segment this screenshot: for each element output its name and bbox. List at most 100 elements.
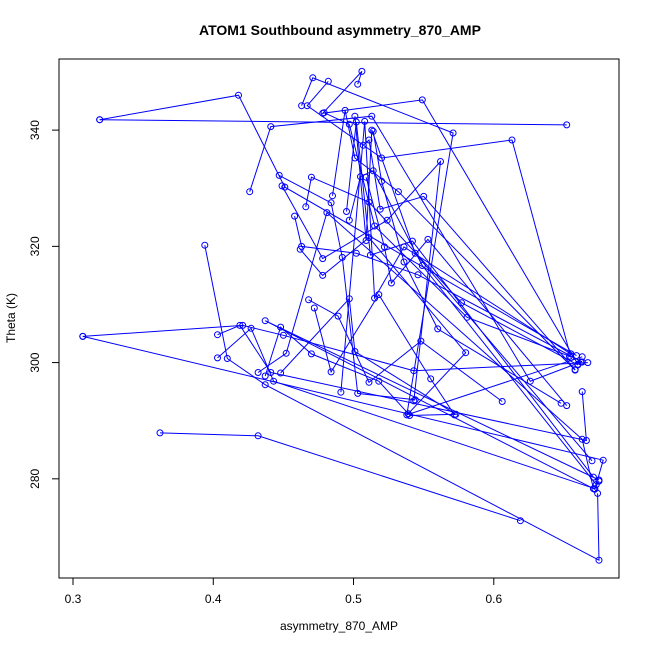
data-point — [254, 369, 262, 376]
data-point — [365, 136, 373, 144]
y-axis-label: Theta (K) — [4, 293, 18, 343]
data-point — [394, 188, 402, 196]
data-point — [345, 120, 353, 128]
data-point — [418, 96, 426, 104]
data-point — [563, 121, 571, 129]
data-point — [345, 216, 353, 224]
series-s31 — [369, 127, 565, 407]
data-point — [291, 212, 299, 220]
data-point — [341, 106, 349, 114]
series-s9 — [214, 321, 590, 444]
data-point — [434, 325, 442, 333]
data-point — [362, 237, 370, 244]
series-line-s14 — [264, 326, 409, 415]
data-point — [368, 112, 376, 120]
chart-title: ATOM1 Southbound asymmetry_870_AMP — [199, 22, 481, 38]
series-layer — [79, 67, 607, 564]
data-point — [369, 127, 377, 135]
data-point — [246, 188, 254, 196]
series-s11 — [201, 241, 603, 564]
data-point — [449, 129, 457, 137]
data-point — [309, 74, 317, 82]
data-point — [270, 377, 278, 385]
data-point — [410, 397, 418, 405]
series-line-s29 — [362, 139, 576, 370]
data-point — [278, 182, 286, 190]
data-point — [424, 235, 432, 243]
data-point — [368, 126, 376, 134]
series-line-s28 — [354, 116, 593, 462]
series-line-s23 — [323, 112, 570, 357]
data-point — [508, 136, 516, 144]
y-tick-label-1: 300 — [28, 352, 42, 372]
series-s29 — [359, 136, 579, 374]
data-point — [420, 192, 428, 200]
data-point — [338, 253, 346, 261]
data-point — [277, 369, 285, 377]
series-line-s17 — [308, 299, 503, 402]
data-point — [324, 77, 332, 85]
series-s13 — [254, 209, 597, 493]
data-point — [427, 375, 435, 383]
data-point — [387, 279, 395, 287]
data-point — [404, 410, 412, 418]
x-axis-label: asymmetry_870_AMP — [280, 619, 398, 633]
data-point — [79, 332, 87, 340]
data-point — [327, 199, 335, 207]
data-point — [411, 396, 419, 404]
data-point — [380, 243, 388, 251]
data-point — [327, 368, 335, 376]
data-point — [437, 158, 444, 165]
x-tick-label-1: 0.4 — [205, 592, 222, 606]
series-line-s9 — [217, 324, 587, 442]
series-line-s24 — [332, 110, 576, 371]
data-point — [400, 258, 408, 266]
data-point — [567, 350, 575, 358]
data-point — [277, 323, 285, 331]
y-axis: 280 300 320 340 — [28, 120, 59, 489]
data-point — [371, 294, 379, 302]
data-point — [275, 171, 283, 179]
series-line-s26 — [346, 121, 594, 478]
series-line-s5 — [321, 71, 579, 365]
series-line-s4 — [301, 77, 583, 416]
series-line-s3 — [249, 115, 581, 382]
series-line-s1 — [99, 119, 567, 126]
plot-area — [58, 58, 620, 579]
series-s20 — [278, 158, 444, 405]
series-s28 — [351, 112, 596, 465]
data-point — [201, 241, 209, 249]
data-point — [578, 353, 586, 361]
series-s14 — [261, 323, 412, 418]
data-point — [214, 354, 221, 362]
x-tick-label-3: 0.6 — [485, 592, 502, 606]
series-line-s19 — [278, 174, 416, 401]
data-point — [354, 80, 362, 88]
data-point — [557, 399, 565, 407]
data-point — [498, 398, 506, 405]
data-point — [571, 366, 579, 374]
data-point — [307, 173, 315, 181]
data-point — [578, 435, 586, 443]
series-s30 — [362, 173, 571, 410]
series-line-s10 — [159, 432, 521, 522]
data-point — [279, 331, 287, 339]
data-point — [303, 102, 311, 110]
data-point — [378, 177, 386, 185]
data-point — [359, 141, 367, 149]
series-line-s7 — [82, 324, 588, 372]
series-line-s20 — [281, 160, 442, 401]
data-point — [236, 321, 244, 329]
y-tick-label-3: 340 — [28, 120, 42, 140]
data-point — [411, 249, 419, 257]
data-point — [582, 437, 590, 444]
series-line-s21 — [294, 215, 583, 363]
series-line-s11 — [204, 245, 600, 562]
data-point — [578, 388, 586, 396]
data-point — [592, 481, 600, 489]
series-s21 — [291, 212, 586, 366]
data-point — [362, 173, 370, 181]
data-point — [329, 192, 336, 200]
data-point — [261, 317, 269, 325]
